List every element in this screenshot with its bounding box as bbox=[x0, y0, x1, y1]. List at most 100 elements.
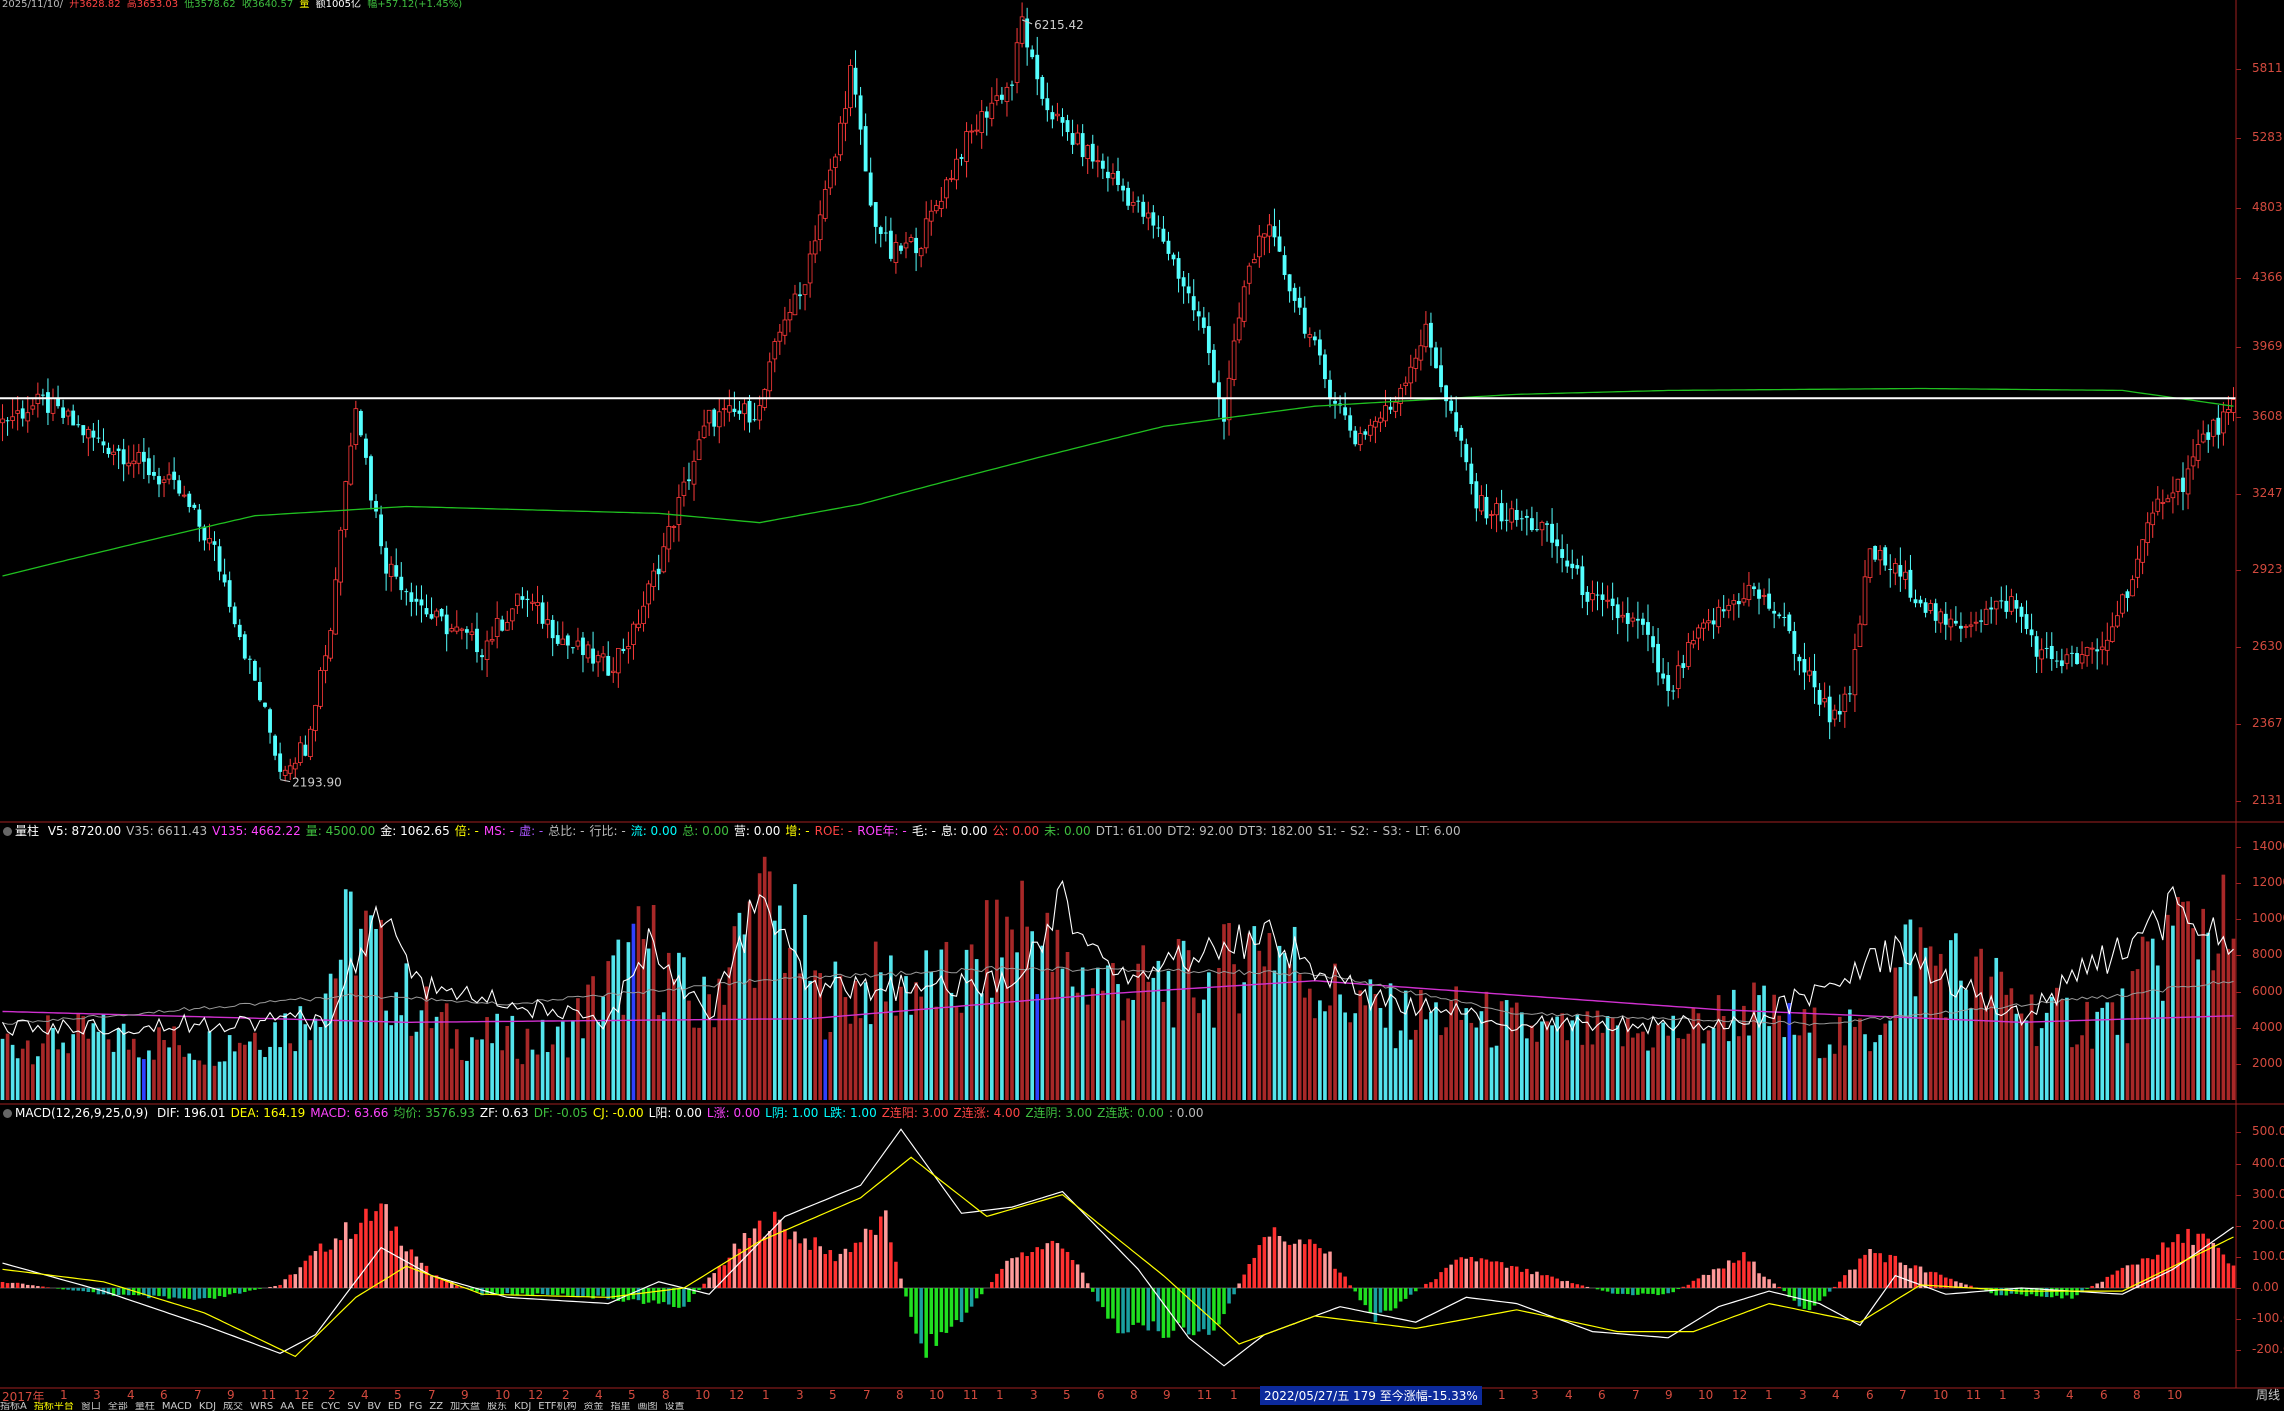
volume-bar bbox=[449, 1048, 454, 1100]
volume-bar bbox=[924, 950, 929, 1100]
indicator-toggle-icon[interactable] bbox=[3, 1109, 12, 1118]
candle bbox=[959, 157, 964, 159]
indicator-toggle-icon[interactable] bbox=[3, 827, 12, 836]
volume-panel[interactable] bbox=[0, 856, 2236, 1100]
volume-bar bbox=[424, 986, 429, 1100]
candle bbox=[1675, 665, 1681, 689]
volume-bar bbox=[1070, 986, 1075, 1100]
volume-bar bbox=[1060, 968, 1065, 1100]
bottom-tab[interactable]: ED bbox=[387, 1402, 402, 1411]
bottom-tab[interactable]: WRS bbox=[250, 1402, 274, 1411]
volume-bar bbox=[2145, 941, 2150, 1100]
candle bbox=[177, 480, 182, 494]
volume-bar bbox=[1737, 1036, 1741, 1100]
candle bbox=[591, 648, 595, 664]
bottom-tab[interactable]: 成交 bbox=[223, 1402, 244, 1411]
bottom-tab[interactable]: BV bbox=[367, 1402, 381, 1411]
candle bbox=[1469, 463, 1474, 485]
volume-indicator-value: LT: 6.00 bbox=[1414, 824, 1461, 838]
candle bbox=[1953, 620, 1958, 624]
candle bbox=[1171, 254, 1176, 260]
candle bbox=[1030, 49, 1035, 58]
candle bbox=[353, 408, 359, 446]
candle bbox=[610, 670, 616, 673]
bottom-tab[interactable]: 指里 bbox=[610, 1402, 631, 1411]
bottom-tab[interactable]: ZZ bbox=[429, 1402, 444, 1411]
time-axis-label: 1 bbox=[762, 1388, 770, 1402]
candle bbox=[358, 410, 363, 436]
time-axis-label: 10 bbox=[695, 1388, 711, 1402]
candle bbox=[1777, 614, 1782, 617]
volume-bar bbox=[1181, 940, 1186, 1100]
volume-bar bbox=[248, 1041, 252, 1100]
candle bbox=[2206, 432, 2211, 440]
volume-bar bbox=[828, 1032, 833, 1100]
macd-axis-tick-label: 400.0 bbox=[2252, 1155, 2284, 1170]
macd-panel[interactable] bbox=[0, 1128, 2236, 1367]
bottom-tab[interactable]: 指标A bbox=[0, 1402, 27, 1411]
volume-bar bbox=[2171, 925, 2175, 1100]
volume-indicator-name[interactable]: 量柱 bbox=[15, 824, 40, 838]
bottom-tab[interactable]: 窗口 bbox=[80, 1402, 101, 1411]
volume-bar bbox=[162, 1039, 166, 1100]
volume-bar bbox=[1186, 950, 1191, 1100]
candle bbox=[1641, 618, 1645, 625]
volume-bar bbox=[964, 949, 969, 1100]
volume-ma5-line bbox=[2, 879, 2234, 1036]
bottom-tab[interactable]: 加大盘 bbox=[450, 1402, 481, 1411]
bottom-tab[interactable]: EE bbox=[301, 1402, 314, 1411]
candle bbox=[166, 474, 172, 480]
volume-bar bbox=[1989, 976, 1994, 1100]
volume-bar bbox=[884, 1001, 888, 1100]
macd-indicator-name[interactable]: MACD(12,26,9,25,0,9) bbox=[15, 1106, 149, 1120]
volume-bar bbox=[1898, 967, 1903, 1100]
bottom-tab[interactable]: 股东 bbox=[487, 1402, 508, 1411]
volume-indicator-value: S3: - bbox=[1382, 824, 1410, 838]
volume-bar bbox=[778, 905, 782, 1100]
candle bbox=[1812, 670, 1817, 688]
volume-bar bbox=[333, 978, 338, 1100]
volume-axis-tick bbox=[2236, 991, 2241, 993]
bottom-tab[interactable]: KDJ bbox=[198, 1402, 217, 1411]
bottom-tab[interactable]: MACD bbox=[161, 1402, 192, 1411]
bottom-tab[interactable]: 画图 bbox=[637, 1402, 658, 1411]
candle bbox=[81, 425, 86, 436]
candle bbox=[2070, 652, 2074, 654]
candle bbox=[292, 762, 298, 770]
volume-bar bbox=[1106, 965, 1110, 1100]
bottom-tab[interactable]: CYC bbox=[320, 1402, 341, 1411]
bottom-tab[interactable]: FG bbox=[408, 1402, 423, 1411]
candle bbox=[1625, 612, 1630, 624]
candle bbox=[1883, 547, 1888, 566]
bottom-tab[interactable]: 指标平台 bbox=[33, 1402, 74, 1411]
volume-bar bbox=[1383, 1027, 1388, 1100]
candle bbox=[1297, 297, 1302, 308]
volume-bar bbox=[465, 1060, 469, 1100]
bottom-tab[interactable]: 量柱 bbox=[134, 1402, 155, 1411]
volume-axis-tick-label: 6000 bbox=[2252, 983, 2283, 998]
bottom-tab[interactable]: AA bbox=[280, 1402, 295, 1411]
bottom-tab[interactable]: KDJ bbox=[514, 1402, 532, 1411]
volume-bar bbox=[1121, 1020, 1125, 1100]
candle bbox=[1100, 160, 1105, 169]
candle bbox=[1903, 571, 1908, 580]
candle bbox=[2190, 456, 2196, 467]
bottom-tab[interactable]: 资金 bbox=[583, 1402, 604, 1411]
bottom-tab[interactable]: ETF机构 bbox=[538, 1402, 577, 1411]
candle bbox=[469, 631, 475, 635]
price-panel[interactable]: 6215.42 2193.90 bbox=[0, 2, 2236, 790]
time-axis-label: 3 bbox=[1799, 1388, 1807, 1402]
candle bbox=[903, 242, 909, 249]
price-axis-tick bbox=[2236, 68, 2241, 70]
candle bbox=[394, 565, 399, 577]
bottom-tab[interactable]: 全部 bbox=[107, 1402, 128, 1411]
volume-bar bbox=[66, 1053, 70, 1100]
bottom-tab[interactable]: SV bbox=[347, 1402, 361, 1411]
volume-bar bbox=[1343, 1012, 1347, 1100]
volume-bar bbox=[1161, 1001, 1166, 1100]
candle bbox=[2125, 591, 2130, 598]
bottom-tab[interactable]: 设置 bbox=[664, 1402, 685, 1411]
time-axis-label: 10 bbox=[495, 1388, 511, 1402]
period-label[interactable]: 周线 bbox=[2255, 1388, 2280, 1402]
